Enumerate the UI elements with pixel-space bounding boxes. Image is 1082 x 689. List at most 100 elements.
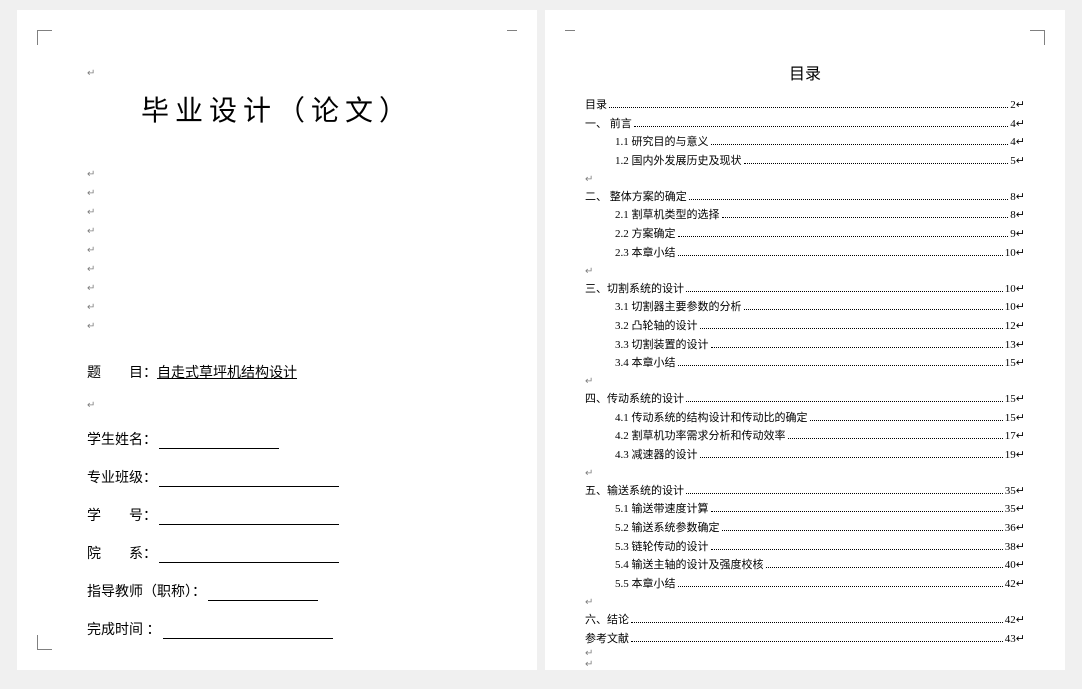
field-underline (159, 562, 339, 563)
toc-leader-dots (634, 125, 1009, 127)
paragraph-mark: ↵ (585, 648, 1025, 659)
toc-entry-label: 5.2 输送系统参数确定 (615, 519, 720, 538)
toc-entry: 1.1 研究目的与意义 4↵ (585, 133, 1025, 152)
toc-entry-label: 一、 前言 (585, 115, 632, 134)
cover-content: ↵ 毕业设计（论文） ↵ ↵ ↵ ↵ ↵ ↵ ↵ ↵ ↵ 题 目： 自走式草坪机… (57, 68, 497, 639)
toc-leader-dots (609, 106, 1008, 108)
toc-entry-label: 4.2 割草机功率需求分析和传动效率 (615, 427, 786, 446)
toc-leader-dots (700, 327, 1003, 329)
toc-entry: 5.5 本章小结42↵ (585, 575, 1025, 594)
field-underline (159, 486, 339, 487)
toc-entry-page: 19↵ (1005, 446, 1025, 465)
form-field-row: 学 号： (87, 505, 467, 525)
toc-entry-page: 42↵ (1005, 575, 1025, 594)
corner-mark (37, 30, 52, 45)
toc-entry: 四、传动系统的设计 15↵ (585, 390, 1025, 409)
toc-entry-page: 35↵ (1005, 482, 1025, 501)
toc-leader-dots (700, 456, 1003, 458)
field-underline (159, 448, 279, 449)
paragraph-mark: ↵ (585, 171, 1025, 188)
toc-leader-dots (711, 510, 1003, 512)
toc-entry-label: 四、传动系统的设计 (585, 390, 684, 409)
toc-leader-dots (722, 529, 1003, 531)
paragraph-mark: ↵ (585, 594, 1025, 611)
field-label: 学 号： (87, 505, 157, 525)
paragraph-mark: ↵ (87, 245, 467, 256)
paragraph-mark: ↵ (87, 264, 467, 275)
toc-entry: 5.3 链轮传动的设计38↵ (585, 538, 1025, 557)
left-page: ↵ 毕业设计（论文） ↵ ↵ ↵ ↵ ↵ ↵ ↵ ↵ ↵ 题 目： 自走式草坪机… (17, 10, 537, 670)
toc-entry-page: 13↵ (1005, 336, 1025, 355)
toc-entry: 3.3 切割装置的设计 13↵ (585, 336, 1025, 355)
field-label: 院 系： (87, 543, 157, 563)
toc-entry-page: 8↵ (1010, 188, 1025, 207)
toc-entry-label: 1.2 国内外发展历史及现状 (615, 152, 742, 171)
toc-entry-label: 1.1 研究目的与意义 (615, 133, 709, 152)
toc-leader-dots (711, 143, 1009, 145)
toc-entry: 4.1 传动系统的结构设计和传动比的确定15↵ (585, 409, 1025, 428)
toc-entry: 3.4 本章小结15↵ (585, 354, 1025, 373)
toc-entry: 二、 整体方案的确定8↵ (585, 188, 1025, 207)
paragraph-mark: ↵ (585, 373, 1025, 390)
paragraph-mark: ↵ (87, 207, 467, 218)
field-label: 学生姓名： (87, 429, 157, 449)
toc-leader-dots (678, 364, 1003, 366)
topic-value: 自走式草坪机结构设计 (157, 362, 297, 382)
toc-entry-page: 5↵ (1010, 152, 1025, 171)
toc-title: 目录 (585, 60, 1025, 84)
toc-leader-dots (678, 585, 1003, 587)
toc-leader-dots (689, 198, 1009, 200)
corner-mark (507, 30, 517, 45)
toc-entry-label: 三、切割系统的设计 (585, 280, 684, 299)
toc-entry-label: 4.3 减速器的设计 (615, 446, 698, 465)
field-label: 指导教师（职称）： (87, 581, 206, 601)
toc-entry: 4.3 减速器的设计 19↵ (585, 446, 1025, 465)
toc-entry-page: 15↵ (1005, 409, 1025, 428)
toc-entry-page: 8↵ (1010, 206, 1025, 225)
corner-mark (1030, 30, 1045, 45)
toc-entry-label: 参考文献 (585, 630, 629, 649)
topic-label: 题 目： (87, 362, 157, 382)
paragraph-mark: ↵ (87, 188, 467, 199)
toc-entry-label: 六、结论 (585, 611, 629, 630)
toc-leader-dots (678, 254, 1003, 256)
toc-entry: 3.1 切割器主要参数的分析10↵ (585, 298, 1025, 317)
toc-entry-label: 5.3 链轮传动的设计 (615, 538, 709, 557)
paragraph-mark: ↵ (87, 283, 467, 294)
right-page: 目录 目录 2↵ 一、 前言 4↵ 1.1 研究目的与意义 4↵ 1.2 国内外发展历史及现… (545, 10, 1065, 670)
toc-entry-page: 4↵ (1010, 133, 1025, 152)
toc-entry-page: 36↵ (1005, 519, 1025, 538)
field-label: 完成时间 ： (87, 619, 161, 639)
paragraph-mark: ↵ (87, 68, 467, 79)
toc-entry-page: 15↵ (1005, 390, 1025, 409)
toc-entry-label: 目录 (585, 96, 607, 115)
topic-row: 题 目： 自走式草坪机结构设计 (87, 362, 467, 382)
paragraph-mark: ↵ (585, 263, 1025, 280)
toc-leader-dots (678, 235, 1009, 237)
toc-leader-dots (744, 308, 1003, 310)
toc-entry-page: 2↵ (1010, 96, 1025, 115)
toc-entry: 六、结论 42↵ (585, 611, 1025, 630)
toc-entry: 2.3 本章小结10↵ (585, 244, 1025, 263)
paragraph-mark: ↵ (87, 302, 467, 313)
form-field-row: 专业班级： (87, 467, 467, 487)
toc-leader-dots (686, 400, 1003, 402)
paragraph-mark: ↵ (87, 226, 467, 237)
toc-leader-dots (631, 621, 1003, 623)
toc-entry-page: 12↵ (1005, 317, 1025, 336)
toc-entry-page: 35↵ (1005, 500, 1025, 519)
toc-entry-label: 3.3 切割装置的设计 (615, 336, 709, 355)
toc-entry-page: 4↵ (1010, 115, 1025, 134)
field-underline (208, 600, 318, 601)
toc-entry: 2.2 方案确定9↵ (585, 225, 1025, 244)
toc-entry: 三、切割系统的设计10↵ (585, 280, 1025, 299)
form-field-row: 学生姓名： (87, 429, 467, 449)
field-label: 专业班级： (87, 467, 157, 487)
toc-leader-dots (686, 492, 1003, 494)
form-field-row: 院 系： (87, 543, 467, 563)
form-field-row: 完成时间 ： (87, 619, 467, 639)
toc-leader-dots (722, 216, 1009, 218)
toc-entry-page: 17↵ (1005, 427, 1025, 446)
toc-entry-page: 42↵ (1005, 611, 1025, 630)
paragraph-mark: ↵ (87, 400, 467, 411)
